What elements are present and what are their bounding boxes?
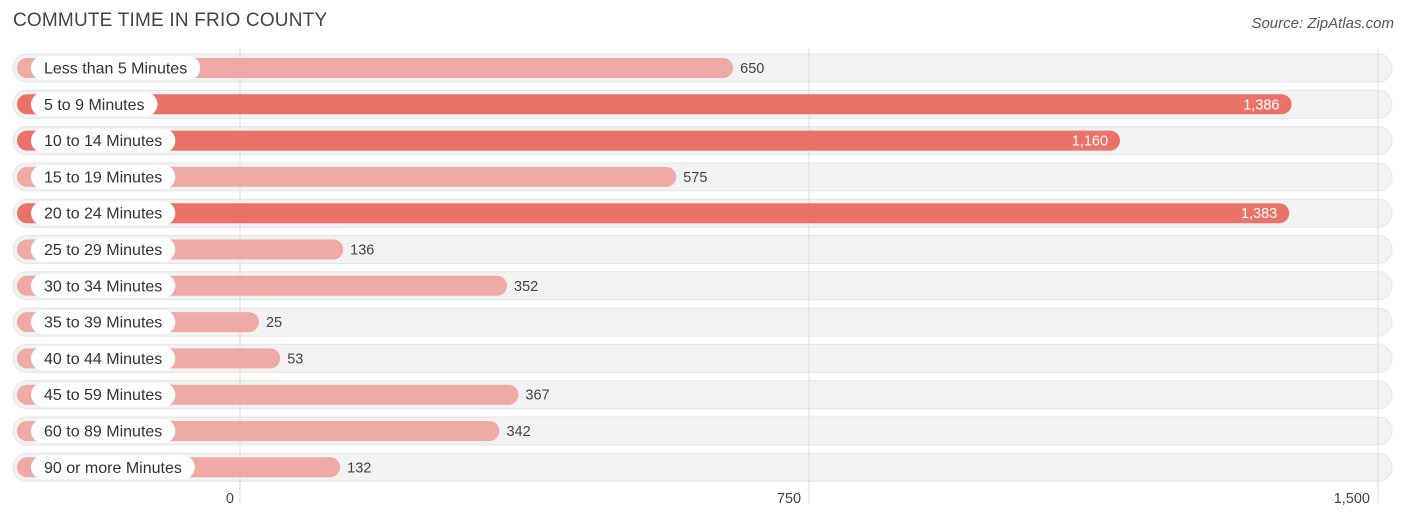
category-label-pill [31, 56, 201, 80]
category-label-pill [31, 201, 176, 226]
category-label: 5 to 9 Minutes [44, 97, 145, 114]
category-label: 10 to 14 Minutes [44, 133, 162, 150]
category-label: 30 to 34 Minutes [44, 278, 162, 295]
value-label: 25 [266, 315, 282, 331]
category-label: 40 to 44 Minutes [44, 351, 162, 368]
value-label: 1,386 [1243, 97, 1279, 113]
category-label: 45 to 59 Minutes [44, 387, 162, 404]
category-label: 25 to 29 Minutes [44, 242, 162, 259]
row-track [12, 343, 1393, 373]
row-track [12, 235, 1393, 264]
bar [17, 94, 1292, 115]
category-label-pill [31, 310, 176, 335]
category-label: 90 or more Minutes [44, 460, 182, 477]
category-label: 35 to 39 Minutes [44, 315, 162, 332]
category-label: 60 to 89 Minutes [44, 424, 162, 441]
category-label: 20 to 24 Minutes [44, 206, 162, 223]
category-label-pill [31, 346, 176, 371]
category-label: Less than 5 Minutes [44, 61, 187, 78]
category-label: 15 to 19 Minutes [44, 169, 162, 186]
bar [17, 130, 1121, 151]
source-credit: Source: ZipAtlas.com [1251, 15, 1394, 32]
value-label: 136 [350, 243, 374, 259]
bar [17, 203, 1290, 224]
category-label-pill [31, 128, 176, 153]
value-label: 650 [740, 61, 764, 77]
category-label-pill [31, 455, 195, 480]
category-label-pill [31, 419, 176, 443]
value-label: 1,383 [1241, 206, 1277, 222]
category-label-pill [31, 382, 176, 407]
category-label-pill [31, 273, 176, 298]
value-label: 53 [287, 351, 303, 367]
category-label-pill [31, 164, 176, 189]
value-label: 352 [514, 279, 538, 295]
value-label: 132 [347, 460, 371, 476]
x-tick-label: 750 [777, 491, 801, 507]
x-tick-label: 0 [226, 491, 234, 507]
category-label-pill [31, 237, 176, 262]
chart-title: COMMUTE TIME IN FRIO COUNTY [13, 10, 328, 31]
value-label: 575 [683, 170, 707, 186]
row-track [12, 452, 1393, 482]
value-label: 367 [525, 388, 549, 404]
value-label: 342 [506, 424, 530, 440]
value-label: 1,160 [1072, 134, 1108, 150]
bar [17, 166, 677, 187]
category-label-pill [31, 92, 158, 117]
row-track [12, 307, 1393, 337]
x-tick-label: 1,500 [1334, 491, 1370, 507]
